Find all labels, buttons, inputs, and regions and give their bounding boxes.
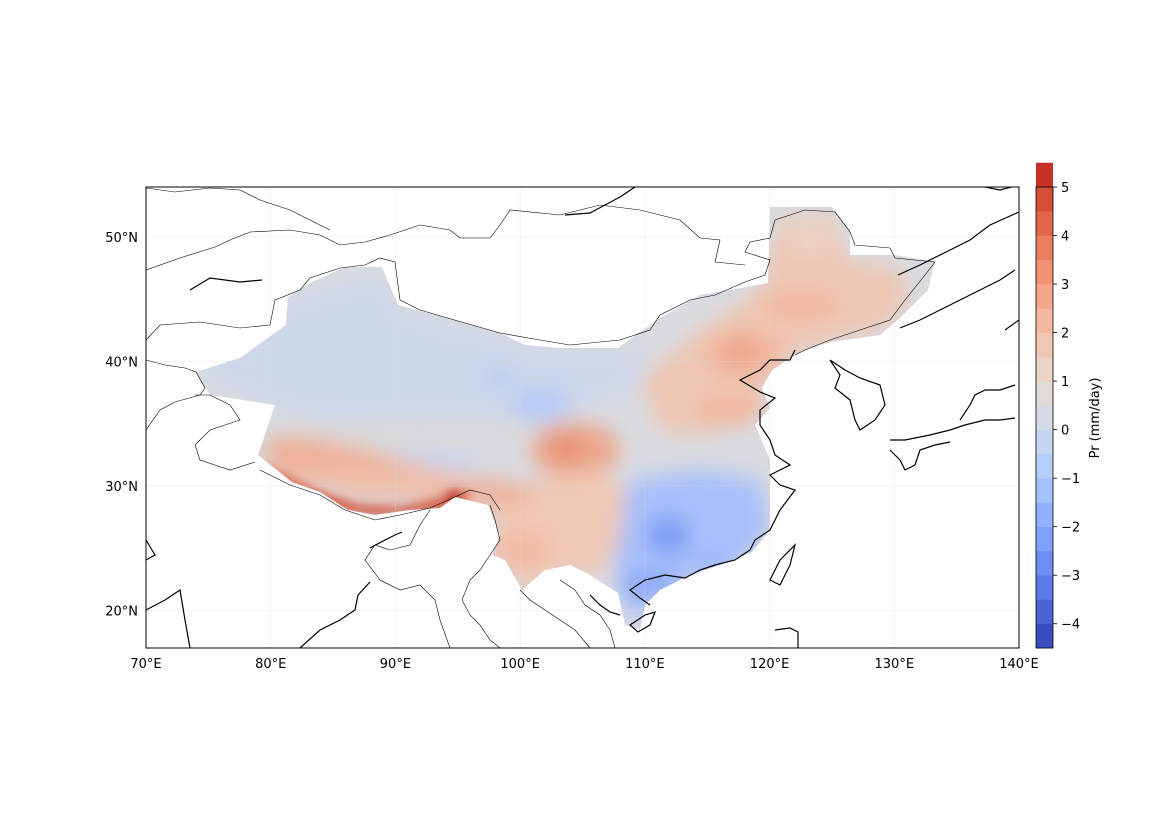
coastline: [189, 277, 263, 291]
coastline: [629, 611, 656, 633]
colorbar-segment: [1036, 235, 1053, 261]
colorbar-segment: [1036, 332, 1053, 358]
coastline: [589, 594, 621, 616]
longitude-tick-labels: 70°E 80°E 90°E 100°E 110°E 120°E 130°E 140°E: [130, 657, 1038, 672]
colorbar-segment: [1036, 211, 1053, 236]
coastlines-and-borders: [146, 187, 1019, 648]
colorbar-segment: [1036, 429, 1053, 455]
lat-tick-label: 30°N: [105, 480, 138, 495]
coastline: [1004, 319, 1019, 331]
coastline: [146, 588, 191, 648]
lon-tick-label: 80°E: [255, 657, 286, 672]
lon-tick-label: 120°E: [750, 657, 790, 672]
colorbar-segment: [1036, 478, 1053, 503]
lat-tick-label: 50°N: [105, 231, 138, 246]
colorbar-tick-label: 1: [1061, 375, 1069, 390]
lon-tick-label: 70°E: [130, 657, 161, 672]
coastline: [299, 581, 371, 648]
lon-tick-label: 130°E: [875, 657, 915, 672]
colorbar-segment: [1036, 599, 1053, 625]
coastline: [769, 543, 797, 586]
colorbar-segment: [1036, 550, 1053, 576]
colorbar-tick-label: −4: [1061, 618, 1080, 633]
coastline: [959, 384, 1016, 421]
colorbar-segment: [1036, 308, 1053, 333]
border-lines: [364, 509, 451, 648]
lon-tick-label: 100°E: [500, 657, 540, 672]
coastline: [889, 441, 951, 471]
coastline: [146, 539, 156, 561]
colorbar-tick-label: 3: [1061, 278, 1069, 293]
border-lines: [146, 359, 206, 431]
lat-tick-label: 40°N: [105, 355, 138, 370]
border-lines: [519, 589, 591, 648]
colorbar-tick-label: 5: [1061, 181, 1069, 196]
colorbar-segment: [1036, 356, 1053, 382]
border-lines: [559, 579, 616, 648]
colorbar-segment: [1036, 453, 1053, 479]
colorbar-segment: [1036, 187, 1053, 212]
border-lines: [146, 187, 331, 231]
colorbar-segment: [1036, 162, 1053, 188]
colorbar-segment: [1036, 259, 1053, 285]
coastline: [984, 187, 1014, 191]
colorbar-segment: [1036, 284, 1053, 309]
colorbar-tick-label: 4: [1061, 230, 1069, 245]
border-lines: [259, 469, 501, 521]
colorbar-segment: [1036, 502, 1053, 527]
colorbar-segment: [1036, 381, 1053, 406]
coastline: [564, 187, 636, 216]
coastline: [890, 417, 1016, 441]
coastline: [897, 211, 1019, 276]
colorbar: [1035, 162, 1054, 649]
colorbar-tick-label: 2: [1061, 327, 1069, 342]
coastline: [829, 359, 886, 431]
colorbar-tick-label: −3: [1061, 569, 1080, 584]
coastline: [628, 349, 796, 606]
colorbar-tick-label: −2: [1061, 521, 1080, 536]
colorbar-segment: [1036, 575, 1053, 600]
lon-tick-label: 140°E: [999, 657, 1039, 672]
colorbar-label: Pr (mm/day): [1088, 378, 1103, 459]
colorbar-segment: [1036, 405, 1053, 430]
colorbar-tick-label: −1: [1061, 472, 1080, 487]
lon-tick-label: 110°E: [625, 657, 665, 672]
border-lines: [461, 504, 501, 648]
lon-tick-label: 90°E: [380, 657, 411, 672]
colorbar-frame: [1035, 186, 1054, 649]
latitude-tick-labels: 20°N 30°N 40°N 50°N: [105, 231, 138, 620]
lat-tick-label: 20°N: [105, 605, 138, 620]
coastline: [899, 269, 1016, 329]
colorbar-tick-label: 0: [1061, 424, 1069, 439]
map-frame: [145, 186, 1020, 649]
coastline: [369, 531, 403, 549]
coastline: [774, 627, 799, 648]
border-lines: [194, 394, 256, 471]
colorbar-segment: [1036, 623, 1053, 649]
colorbar-tick-labels: −4 −3 −2 −1 0 1 2 3 4 5: [1053, 181, 1080, 633]
border-lines: [146, 204, 746, 271]
colorbar-segment: [1036, 526, 1053, 552]
